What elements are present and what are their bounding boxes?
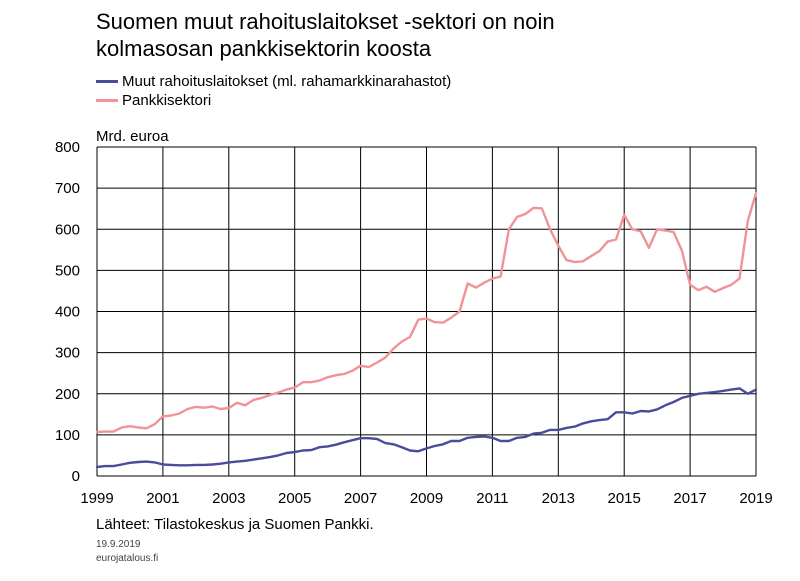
- y-tick-label: 200: [55, 386, 80, 403]
- chart-title-line-2: kolmasosan pankkisektorin koosta: [96, 36, 432, 61]
- chart-title: Suomen muut rahoituslaitokset -sektori o…: [96, 8, 786, 62]
- legend: Muut rahoituslaitokset (ml. rahamarkkina…: [96, 72, 451, 110]
- legend-item-pankki: Pankkisektori: [96, 91, 451, 110]
- legend-swatch-pankki: [96, 99, 118, 102]
- x-tick-label: 2003: [212, 490, 245, 507]
- x-tick-label: 2013: [542, 490, 575, 507]
- y-tick-label: 700: [55, 180, 80, 197]
- y-tick-label: 500: [55, 262, 80, 279]
- source-note: Lähteet: Tilastokeskus ja Suomen Pankki.: [96, 516, 374, 533]
- x-tick-label: 2005: [278, 490, 311, 507]
- y-tick-label: 0: [72, 468, 80, 485]
- chart-title-line-1: Suomen muut rahoituslaitokset -sektori o…: [96, 9, 555, 34]
- legend-label-pankki: Pankkisektori: [122, 92, 212, 109]
- y-tick-label: 400: [55, 304, 80, 321]
- x-tick-label: 2015: [608, 490, 641, 507]
- x-tick-label: 2011: [476, 490, 508, 507]
- legend-label-muut: Muut rahoituslaitokset (ml. rahamarkkina…: [122, 73, 452, 90]
- series-line-muut: [95, 387, 758, 469]
- x-tick-label: 1999: [80, 490, 113, 507]
- x-tick-label: 2001: [146, 490, 179, 507]
- y-tick-label: 800: [55, 139, 80, 156]
- y-tick-label: 100: [55, 427, 80, 444]
- x-tick-label: 2009: [410, 490, 443, 507]
- publication-date: 19.9.2019: [96, 539, 141, 550]
- y-tick-label: 600: [55, 221, 80, 238]
- series-line-pankki: [95, 191, 758, 434]
- site-name: eurojatalous.fi: [96, 553, 159, 564]
- x-tick-label: 2007: [344, 490, 377, 507]
- legend-swatch-muut: [96, 80, 118, 83]
- legend-item-muut: Muut rahoituslaitokset (ml. rahamarkkina…: [96, 72, 451, 91]
- x-tick-label: 2017: [673, 490, 706, 507]
- y-axis-unit-label: Mrd. euroa: [96, 128, 169, 145]
- y-tick-label: 300: [55, 345, 80, 362]
- x-tick-label: 2019: [739, 490, 772, 507]
